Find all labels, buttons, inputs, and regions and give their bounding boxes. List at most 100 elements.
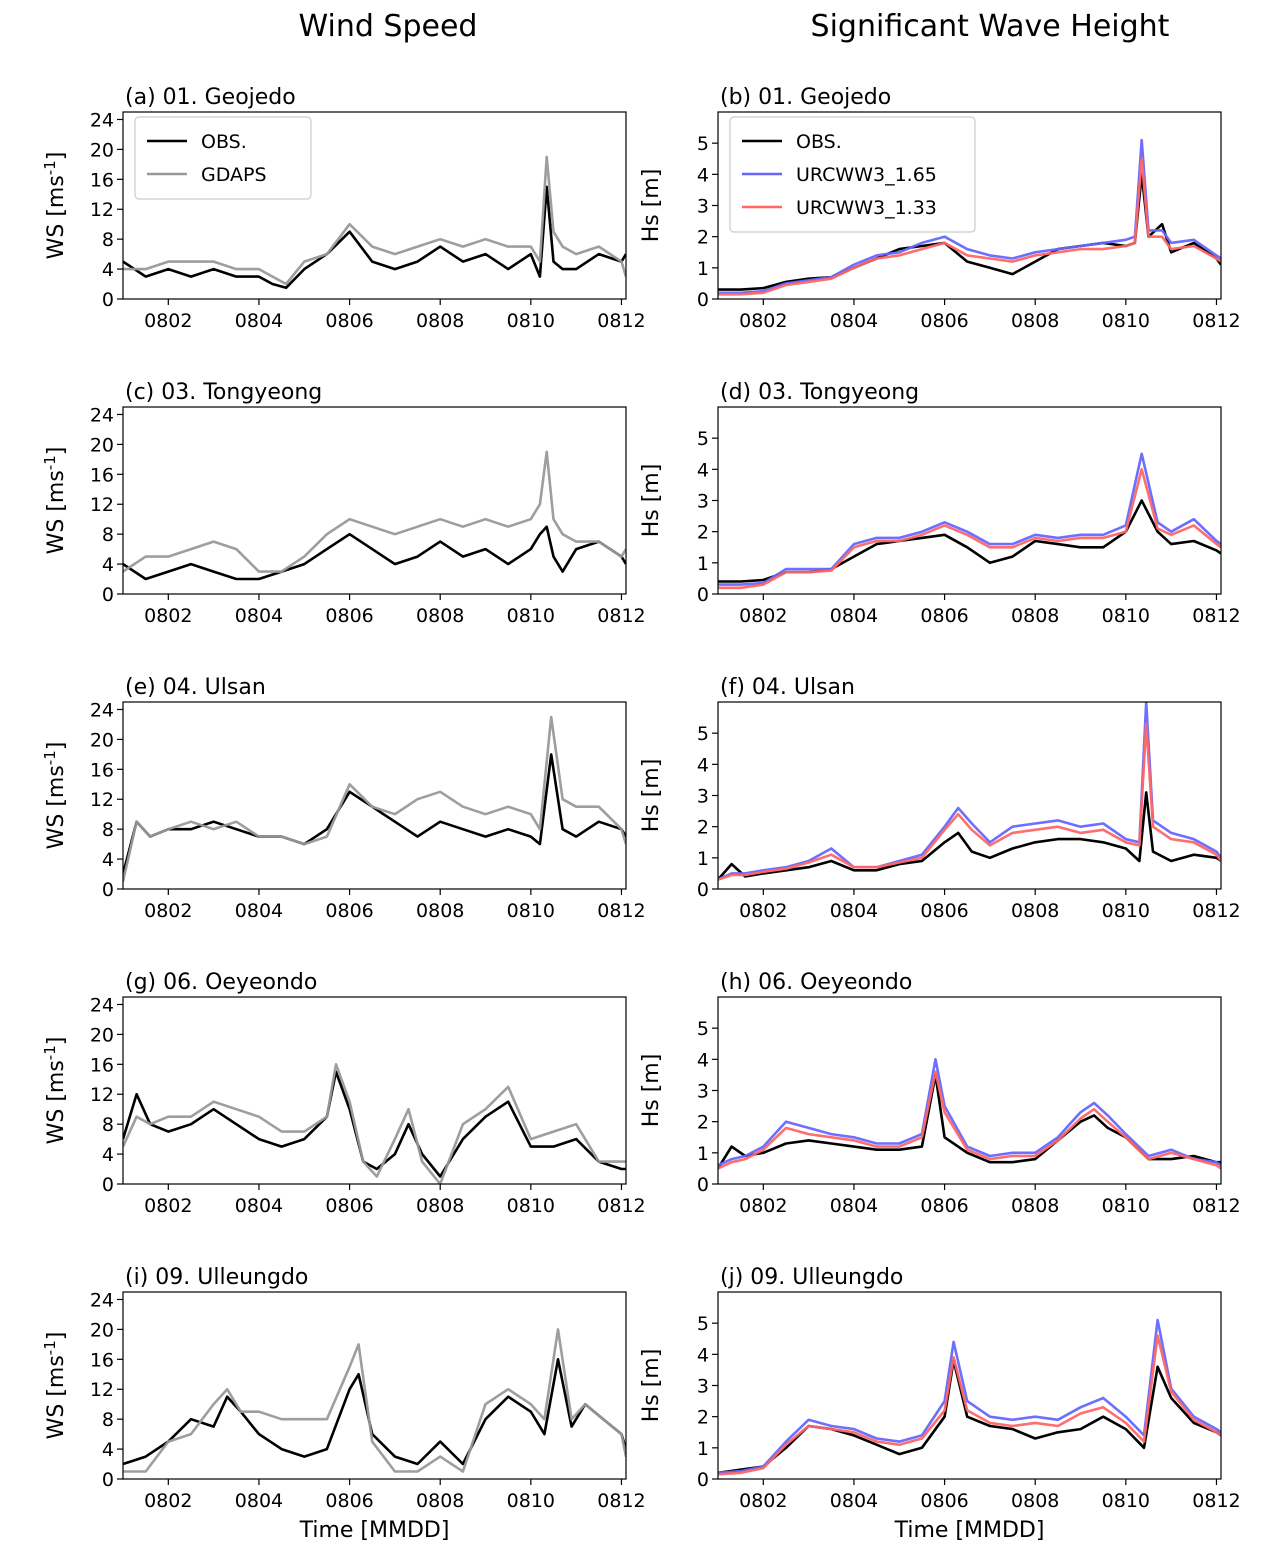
x-tick-label: 0806 (325, 900, 373, 922)
y-tick-label: 8 (102, 1114, 114, 1136)
x-tick-label: 0810 (1102, 900, 1150, 922)
y-tick-label: 5 (697, 723, 709, 745)
column-title-wave-height: Significant Wave Height (811, 9, 1170, 44)
x-tick-label: 0812 (597, 605, 645, 627)
series-group (718, 1318, 1221, 1476)
series-line-urcww3-1-65 (718, 138, 1221, 295)
y-tick-label: 4 (697, 1049, 709, 1071)
y-axis-label: WS [ms-1] (41, 152, 69, 260)
series-line-gdaps (123, 715, 626, 882)
x-tick-label: 0806 (920, 1195, 968, 1217)
x-tick-label: 0810 (507, 1490, 555, 1512)
panel-title: (j) 09. Ulleungdo (720, 1265, 903, 1290)
y-tick-label: 8 (102, 1409, 114, 1431)
axes-frame (717, 1291, 1222, 1480)
y-tick-label: 4 (102, 554, 114, 576)
y-axis-label: Hs [m] (639, 759, 664, 833)
panel-d-03-tongyeong: (d) 03. Tongyeong 0 1 2 3 4 5 0802 0804 0806 0808 0… (639, 380, 1241, 627)
series-line-obs (123, 1358, 626, 1466)
x-tick-label: 0810 (1102, 310, 1150, 332)
x-tick-label: 0808 (1011, 310, 1059, 332)
y-tick-label: 4 (697, 164, 709, 186)
y-tick-label: 0 (102, 879, 114, 901)
y-tick-label: 16 (90, 759, 114, 781)
panel-g-06-oeyeondo: (g) 06. Oeyeondo 0 4 8 12 16 20 24 0802 0804 0806 0… (41, 970, 646, 1217)
y-tick-label: 0 (102, 289, 114, 311)
series-group (123, 1328, 626, 1473)
x-tick-label: 0810 (507, 900, 555, 922)
y-tick-label: 2 (697, 227, 709, 249)
y-tick-label: 4 (697, 1344, 709, 1366)
panel-c-03-tongyeong: (c) 03. Tongyeong 0 4 8 12 16 20 24 0802 0804 0806… (41, 380, 646, 627)
x-tick-label: 0804 (830, 310, 878, 332)
y-tick-label: 4 (102, 1439, 114, 1461)
y-tick-label: 24 (90, 404, 114, 426)
panel-i-09-ulleungdo: (i) 09. Ulleungdo 0 4 8 12 16 20 24 0802 0804 0806… (41, 1265, 646, 1543)
y-axis-label: WS [ms-1] (41, 447, 69, 555)
legend-label: URCWW3_1.65 (796, 164, 937, 186)
x-tick-label: 0806 (325, 310, 373, 332)
x-tick-label: 0810 (507, 605, 555, 627)
panel-f-04-ulsan: (f) 04. Ulsan 0 1 2 3 4 5 0802 0804 0806 0808 0810 0… (639, 675, 1241, 922)
legend-box (729, 116, 976, 233)
y-tick-label: 24 (90, 1289, 114, 1311)
series-line-urcww3-1-33 (718, 722, 1221, 881)
x-tick-label: 0802 (144, 900, 192, 922)
y-axis-label: Hs [m] (639, 169, 664, 243)
x-tick-label: 0804 (235, 900, 283, 922)
panel-title: (f) 04. Ulsan (720, 675, 855, 700)
x-tick-label: 0810 (507, 310, 555, 332)
y-tick-label: 5 (697, 1313, 709, 1335)
series-line-urcww3-1-65 (718, 1058, 1221, 1167)
y-axis-label: WS [ms-1] (41, 1332, 69, 1440)
x-tick-label: 0804 (235, 1195, 283, 1217)
x-tick-label: 0804 (235, 1490, 283, 1512)
x-tick-label: 0808 (416, 1195, 464, 1217)
series-line-urcww3-1-33 (718, 157, 1221, 296)
panel-title: (d) 03. Tongyeong (720, 380, 919, 405)
x-tick-label: 0804 (830, 900, 878, 922)
y-tick-label: 0 (697, 1174, 709, 1196)
x-tick-label: 0808 (1011, 1195, 1059, 1217)
x-tick-label: 0802 (144, 605, 192, 627)
y-tick-label: 2 (697, 1112, 709, 1134)
series-line-gdaps (123, 1063, 626, 1184)
y-axis-label: Hs [m] (639, 1349, 664, 1423)
y-tick-label: 5 (697, 1018, 709, 1040)
panel-title: (h) 06. Oeyeondo (720, 970, 912, 995)
y-tick-label: 16 (90, 464, 114, 486)
y-tick-label: 1 (697, 258, 709, 280)
y-axis-label: Hs [m] (639, 464, 664, 538)
y-tick-label: 12 (90, 494, 114, 516)
legend-label: OBS. (201, 131, 247, 153)
y-tick-label: 5 (697, 133, 709, 155)
x-tick-label: 0802 (739, 900, 787, 922)
y-axis-label: Hs [m] (639, 1054, 664, 1128)
legend-box (134, 116, 312, 200)
legend-label: GDAPS (201, 164, 267, 186)
y-tick-label: 2 (697, 1407, 709, 1429)
panel-title: (g) 06. Oeyeondo (125, 970, 317, 995)
y-tick-label: 20 (90, 139, 114, 161)
y-tick-label: 24 (90, 699, 114, 721)
series-line-gdaps (123, 450, 626, 573)
y-tick-label: 1 (697, 1438, 709, 1460)
y-tick-label: 8 (102, 229, 114, 251)
x-tick-label: 0812 (1192, 1490, 1240, 1512)
series-line-urcww3-1-33 (718, 1070, 1221, 1170)
x-tick-label: 0802 (739, 310, 787, 332)
series-line-obs (123, 525, 626, 581)
panel-title: (b) 01. Geojedo (720, 85, 891, 110)
axes-frame (122, 406, 627, 595)
y-tick-label: 20 (90, 434, 114, 456)
y-tick-label: 3 (697, 491, 709, 513)
x-tick-label: 0804 (235, 310, 283, 332)
y-tick-label: 2 (697, 817, 709, 839)
series-line-obs (123, 753, 626, 875)
series-line-obs (123, 185, 626, 290)
y-tick-label: 3 (697, 786, 709, 808)
x-tick-label: 0802 (739, 605, 787, 627)
series-group (718, 1058, 1221, 1170)
